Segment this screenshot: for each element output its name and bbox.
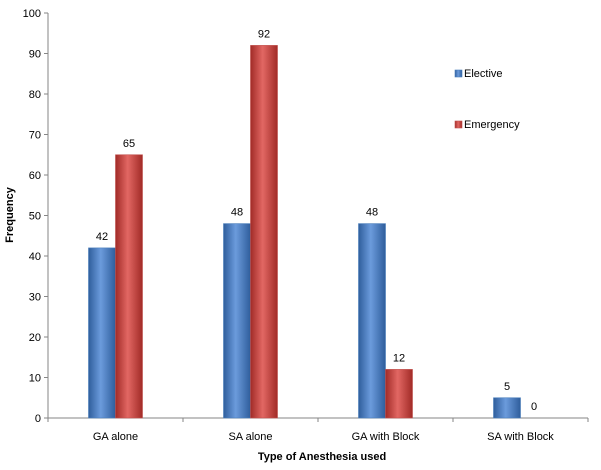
legend-label-emergency: Emergency xyxy=(464,119,520,131)
y-tick-label: 60 xyxy=(29,170,41,182)
bar-elective-0 xyxy=(88,247,116,419)
bar-elective-2 xyxy=(358,223,386,419)
data-label-emergency-2: 12 xyxy=(393,352,405,364)
y-tick-label: 0 xyxy=(35,413,41,425)
x-tick-label: GA alone xyxy=(93,431,138,443)
y-axis-title: Frequency xyxy=(4,186,16,243)
data-label-elective-1: 48 xyxy=(231,207,243,219)
data-label-emergency-3: 0 xyxy=(531,401,537,413)
y-tick-label: 80 xyxy=(29,89,41,101)
data-label-emergency-1: 92 xyxy=(258,28,270,40)
x-axis-title: Type of Anesthesia used xyxy=(258,451,386,463)
y-tick-label: 30 xyxy=(29,292,41,304)
legend: Elective Emergency xyxy=(454,68,520,131)
bar-elective-1 xyxy=(223,223,251,419)
y-tick-label: 20 xyxy=(29,332,41,344)
bar-emergency-2 xyxy=(385,369,413,419)
legend-swatch-elective xyxy=(454,69,463,78)
y-tick-label: 70 xyxy=(29,130,41,142)
y-tick-label: 90 xyxy=(29,49,41,61)
data-labels: 42 65 48 92 48 12 5 0 xyxy=(96,28,537,413)
data-label-elective-3: 5 xyxy=(504,381,510,393)
bar-emergency-1 xyxy=(250,45,278,419)
x-tick-label: SA with Block xyxy=(487,431,554,443)
bar-elective-3 xyxy=(493,397,521,419)
data-label-elective-2: 48 xyxy=(366,207,378,219)
y-tick-label: 10 xyxy=(29,373,41,385)
legend-swatch-emergency xyxy=(454,120,463,129)
x-tick-label: GA with Block xyxy=(352,431,420,443)
y-tick-label: 50 xyxy=(29,211,41,223)
data-label-emergency-0: 65 xyxy=(123,138,135,150)
bar-emergency-0 xyxy=(115,154,143,419)
y-tick-label: 100 xyxy=(23,8,41,20)
bars xyxy=(88,45,521,419)
y-tick-label: 40 xyxy=(29,251,41,263)
x-tick-label: SA alone xyxy=(228,431,272,443)
legend-label-elective: Elective xyxy=(464,68,503,80)
data-label-elective-0: 42 xyxy=(96,231,108,243)
